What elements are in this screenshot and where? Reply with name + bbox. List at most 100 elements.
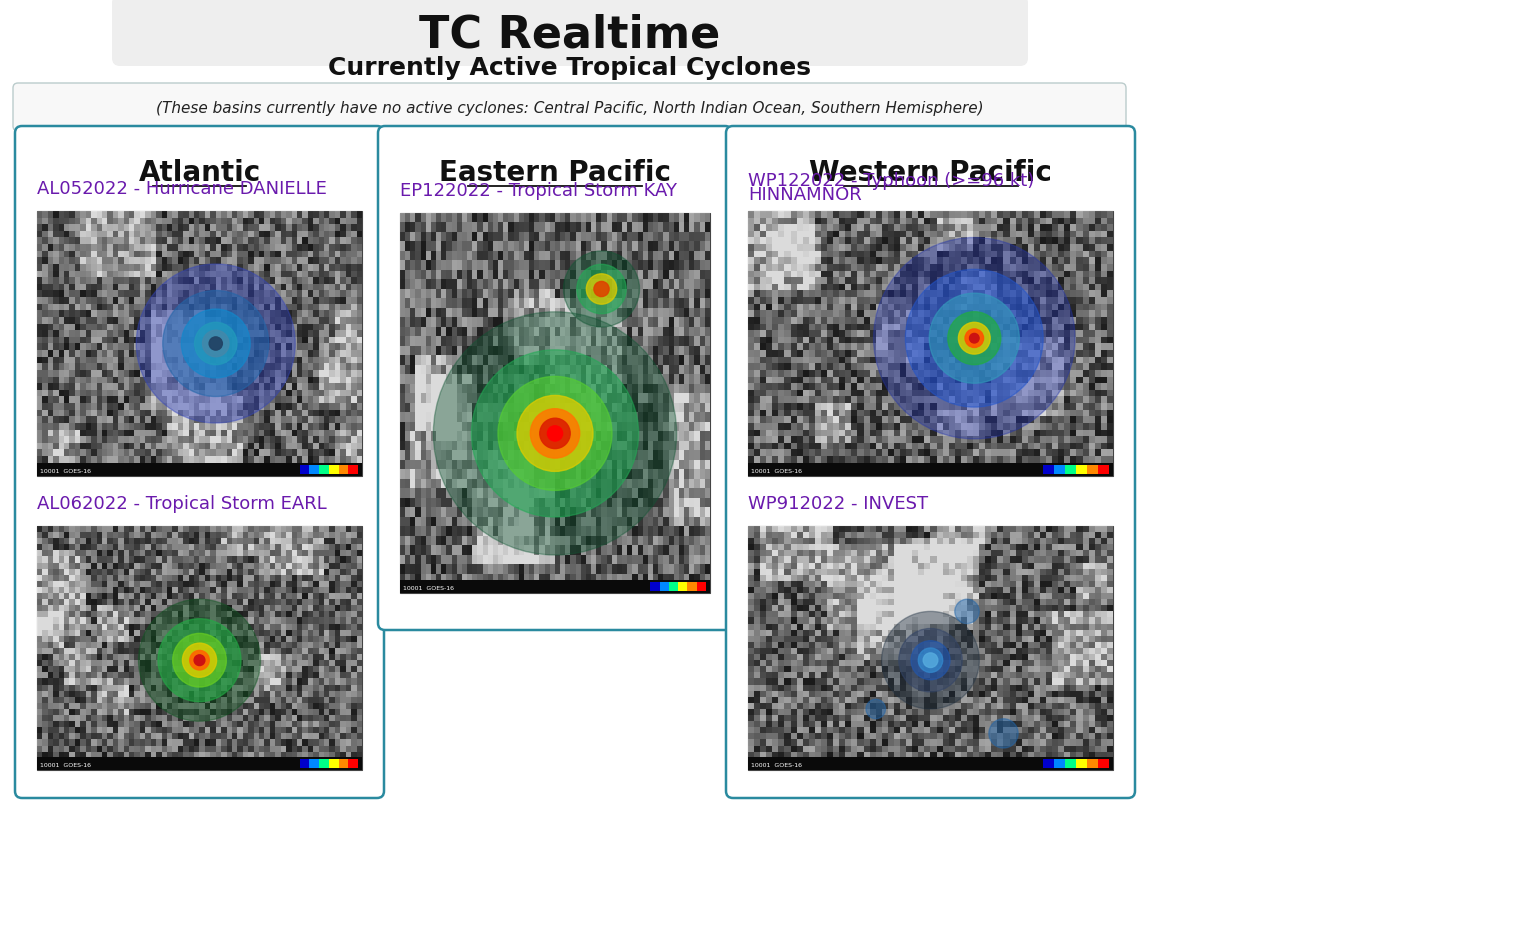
Circle shape	[434, 312, 677, 555]
Bar	[679, 582, 688, 591]
Text: 10001  GOES-16: 10001 GOES-16	[751, 469, 802, 474]
Bar	[300, 465, 309, 474]
Text: Currently Active Tropical Cyclones: Currently Active Tropical Cyclones	[328, 56, 811, 80]
Bar	[1087, 465, 1097, 474]
Text: (These basins currently have no active cyclones: Central Pacific, North Indian O: (These basins currently have no active c…	[155, 101, 983, 116]
Circle shape	[990, 719, 1019, 748]
Bar	[339, 759, 348, 768]
Bar	[1065, 759, 1076, 768]
FancyBboxPatch shape	[726, 126, 1134, 798]
Circle shape	[959, 322, 990, 354]
Circle shape	[182, 309, 251, 378]
FancyBboxPatch shape	[15, 126, 385, 798]
Text: EP122022 - Tropical Storm KAY: EP122022 - Tropical Storm KAY	[400, 182, 677, 200]
Bar	[669, 582, 679, 591]
Bar	[649, 582, 660, 591]
Bar	[348, 465, 359, 474]
Bar	[400, 580, 709, 593]
Text: Atlantic: Atlantic	[139, 159, 260, 187]
FancyBboxPatch shape	[12, 83, 1127, 131]
Bar	[37, 211, 362, 476]
Circle shape	[137, 264, 295, 423]
Circle shape	[499, 377, 613, 491]
Bar	[697, 582, 706, 591]
Circle shape	[874, 237, 1076, 439]
Text: 10001  GOES-16: 10001 GOES-16	[40, 763, 91, 768]
Bar	[37, 757, 362, 770]
Circle shape	[965, 329, 983, 348]
Bar	[348, 759, 359, 768]
Circle shape	[905, 269, 1043, 407]
Circle shape	[923, 653, 937, 668]
Text: AL062022 - Tropical Storm EARL: AL062022 - Tropical Storm EARL	[37, 495, 326, 513]
Bar	[1054, 759, 1065, 768]
Circle shape	[911, 641, 950, 680]
Bar	[329, 465, 339, 474]
Circle shape	[866, 699, 885, 719]
Circle shape	[882, 611, 979, 709]
Text: WP122022 - Typhoon (>=96 kt): WP122022 - Typhoon (>=96 kt)	[748, 172, 1034, 190]
Bar	[319, 759, 329, 768]
Circle shape	[954, 599, 979, 624]
Circle shape	[531, 409, 580, 458]
Bar	[688, 582, 697, 591]
FancyBboxPatch shape	[112, 0, 1028, 66]
Bar	[1043, 759, 1054, 768]
Circle shape	[563, 251, 640, 327]
Bar	[1076, 465, 1087, 474]
Text: 10001  GOES-16: 10001 GOES-16	[40, 469, 91, 474]
Text: 10001  GOES-16: 10001 GOES-16	[403, 586, 454, 591]
Text: AL052022 - Hurricane DANIELLE: AL052022 - Hurricane DANIELLE	[37, 180, 326, 198]
Bar	[660, 582, 669, 591]
Bar	[37, 526, 362, 770]
Text: Eastern Pacific: Eastern Pacific	[439, 159, 671, 187]
Circle shape	[919, 648, 943, 673]
Circle shape	[540, 418, 571, 448]
Bar	[1054, 465, 1065, 474]
Circle shape	[209, 337, 222, 350]
Text: Western Pacific: Western Pacific	[810, 159, 1053, 187]
Circle shape	[970, 333, 979, 343]
Circle shape	[203, 331, 229, 357]
Bar	[309, 465, 319, 474]
Bar	[300, 759, 309, 768]
Bar	[1087, 759, 1097, 768]
Circle shape	[194, 322, 237, 365]
Bar	[1097, 759, 1110, 768]
Circle shape	[172, 633, 226, 687]
FancyBboxPatch shape	[379, 126, 733, 630]
Circle shape	[159, 619, 242, 702]
Circle shape	[189, 650, 209, 670]
Circle shape	[586, 274, 617, 304]
Bar	[1043, 465, 1054, 474]
Bar	[329, 759, 339, 768]
Text: TC Realtime: TC Realtime	[419, 13, 720, 57]
Circle shape	[517, 396, 593, 471]
Bar	[748, 463, 1113, 476]
Bar	[339, 465, 348, 474]
Bar	[748, 526, 1113, 770]
Text: HINNAMNOR: HINNAMNOR	[748, 186, 862, 204]
Bar	[1076, 759, 1087, 768]
Bar	[37, 463, 362, 476]
Text: WP912022 - INVEST: WP912022 - INVEST	[748, 495, 928, 513]
Bar	[748, 211, 1113, 476]
Circle shape	[594, 282, 609, 297]
Circle shape	[948, 312, 1000, 365]
Circle shape	[139, 599, 260, 722]
Circle shape	[899, 628, 962, 692]
Bar	[1097, 465, 1110, 474]
Circle shape	[163, 290, 269, 397]
Circle shape	[548, 426, 563, 441]
Circle shape	[194, 655, 205, 666]
Circle shape	[471, 349, 639, 517]
Circle shape	[930, 293, 1019, 383]
Bar	[400, 213, 709, 593]
Bar	[309, 759, 319, 768]
Bar	[319, 465, 329, 474]
Bar	[1065, 465, 1076, 474]
Circle shape	[577, 265, 626, 314]
Circle shape	[183, 643, 217, 677]
Bar	[748, 757, 1113, 770]
Text: 10001  GOES-16: 10001 GOES-16	[751, 763, 802, 768]
